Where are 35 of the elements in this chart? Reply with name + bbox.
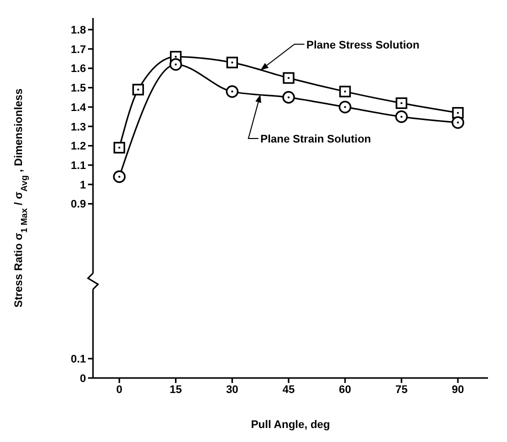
point (282, 91, 295, 104)
y-tick-label: 1.7 (70, 44, 86, 56)
x-tick-label: 15 (170, 384, 182, 396)
x-tick-label: 90 (452, 384, 464, 396)
point (339, 86, 351, 98)
y-tick-label: 1.4 (70, 102, 87, 114)
text: Plane Stress Solution (306, 39, 420, 52)
x-axis-title: Pull Angle, deg (250, 419, 330, 431)
x-tick-label: 75 (395, 384, 408, 396)
series-label: Plane Strain Solution (260, 133, 372, 146)
point (226, 85, 238, 98)
point (114, 142, 126, 154)
y-tick-label: 0.9 (70, 198, 86, 211)
point (113, 170, 126, 184)
point (282, 72, 294, 84)
y-tick-label: 1 (80, 179, 86, 192)
y-tick-label: 0 (80, 372, 86, 385)
y-tick-label: 1.3 (70, 121, 86, 134)
y-tick-label: 0.1 (70, 354, 86, 366)
point (226, 56, 238, 68)
x-tick-label: 30 (226, 384, 238, 396)
point (132, 84, 144, 96)
point (396, 97, 408, 109)
y-tick-label: 1.6 (70, 63, 86, 76)
x-tick-label: 60 (338, 384, 352, 396)
y-tick-label: 1.5 (70, 82, 86, 95)
y-tick-label: 1.2 (70, 140, 86, 153)
x-tick-label: 45 (282, 384, 295, 396)
point (169, 58, 182, 71)
point (452, 116, 464, 129)
x-tick-label: 0 (116, 384, 122, 396)
point (395, 110, 408, 124)
y-tick-label: 1.1 (70, 160, 86, 172)
point (338, 100, 352, 114)
y-tick-label: 1.8 (70, 24, 86, 37)
